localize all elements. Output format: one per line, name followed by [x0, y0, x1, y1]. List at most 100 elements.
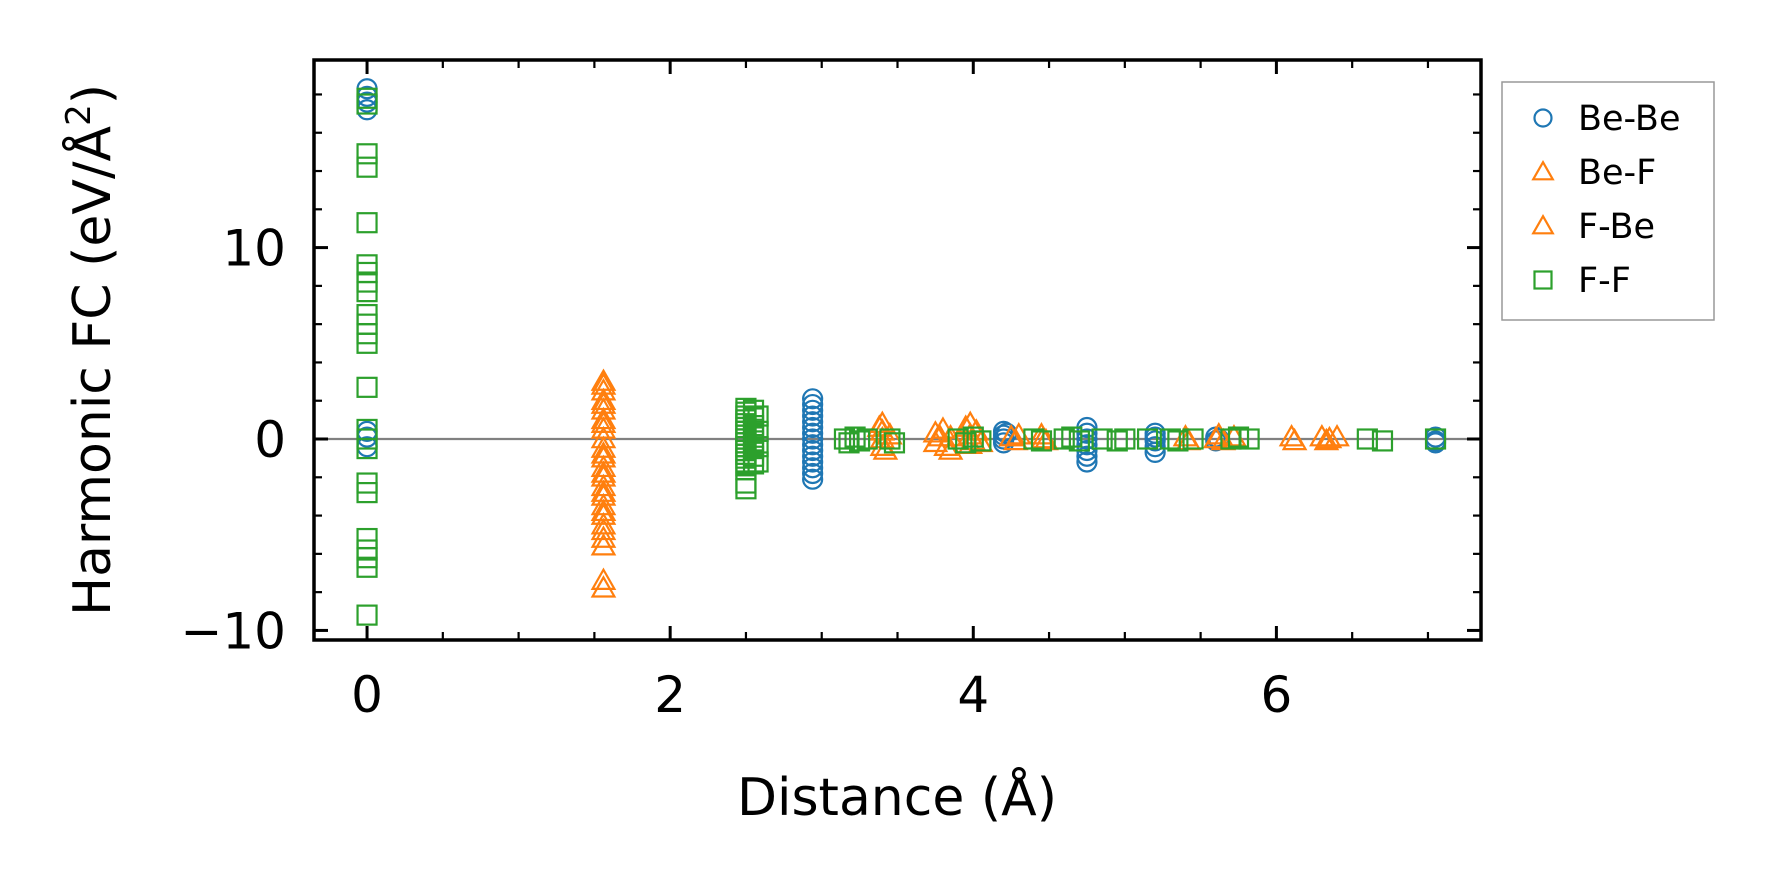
data-point — [1159, 428, 1181, 450]
data-point — [1371, 430, 1394, 452]
data-point — [844, 426, 866, 448]
y-tick-label: −10 — [180, 602, 286, 660]
data-point — [1106, 430, 1128, 452]
x-tick-label: 2 — [654, 666, 686, 724]
legend-entry: F-F — [1533, 261, 1631, 301]
data-point — [1238, 428, 1260, 450]
data-point — [879, 428, 901, 450]
legend-entry: F-Be — [1531, 207, 1655, 247]
data-point — [952, 414, 979, 437]
legend-entry: Be-F — [1531, 153, 1656, 193]
data-point — [1136, 428, 1159, 450]
legend-marker — [1533, 270, 1553, 290]
legend-marker — [1533, 108, 1553, 128]
legend-marker — [1531, 160, 1555, 181]
y-tick-label: 0 — [254, 411, 286, 469]
data-point — [1076, 445, 1098, 467]
data-point — [590, 525, 617, 548]
data-point — [356, 156, 378, 178]
data-point — [802, 405, 824, 427]
data-point — [947, 428, 969, 450]
data-point — [1144, 436, 1166, 458]
y-axis-label-suffix: ) — [63, 84, 123, 104]
data-point — [747, 405, 769, 427]
data-point — [747, 451, 769, 473]
data-point — [1182, 428, 1204, 450]
data-point — [590, 517, 617, 541]
data-point — [1068, 430, 1090, 452]
data-point — [356, 604, 378, 626]
data-point — [802, 416, 824, 439]
x-tick-label: 0 — [351, 666, 383, 724]
data-point — [802, 422, 824, 444]
data-point — [802, 457, 824, 479]
data-point — [1076, 422, 1098, 444]
data-point — [1076, 434, 1098, 456]
data-point — [970, 430, 992, 452]
data-point — [802, 399, 824, 421]
data-point — [802, 393, 824, 416]
legend-entry: Be-Be — [1533, 99, 1680, 139]
data-point — [1424, 428, 1447, 450]
data-point — [590, 567, 617, 590]
data-point — [955, 432, 977, 454]
data-point — [590, 502, 617, 525]
data-point — [802, 388, 824, 410]
legend-label: Be-Be — [1578, 99, 1680, 139]
data-point — [1324, 423, 1350, 447]
data-point — [849, 430, 871, 452]
data-point — [590, 575, 617, 598]
series-f-f — [356, 87, 1447, 626]
data-point — [1076, 428, 1098, 450]
data-point — [1167, 430, 1189, 452]
data-point — [1227, 426, 1250, 448]
data-point — [802, 439, 824, 462]
plot-area-frame — [312, 58, 1483, 642]
data-point — [856, 428, 878, 450]
data-point — [1316, 425, 1343, 449]
data-point — [866, 414, 893, 437]
y-axis-label-main: Harmonic FC (eV/Å — [61, 125, 123, 616]
data-point — [735, 478, 757, 500]
data-point — [1309, 423, 1335, 447]
y-axis-label: Harmonic FC (eV/Å2) — [59, 84, 123, 616]
data-point — [1061, 426, 1083, 448]
data-point — [356, 482, 378, 504]
data-point — [802, 428, 824, 450]
data-point — [1076, 451, 1098, 473]
data-point — [802, 445, 824, 467]
y-axis-label-superscript: 2 — [59, 104, 99, 126]
data-point — [1144, 430, 1166, 452]
legend-label: Be-F — [1578, 153, 1656, 193]
data-point — [927, 423, 953, 447]
data-point — [1281, 427, 1308, 451]
data-point — [356, 143, 378, 165]
data-point — [356, 376, 378, 398]
data-point — [802, 468, 824, 490]
legend-frame — [1501, 81, 1715, 321]
data-point — [922, 420, 949, 443]
legend-label: F-Be — [1578, 207, 1655, 247]
data-point — [356, 93, 378, 115]
x-axis-label: Distance (Å) — [737, 766, 1057, 828]
data-point — [883, 432, 906, 454]
data-points-layer — [356, 78, 1447, 626]
data-point — [356, 332, 378, 354]
tick-labels-layer: 0 2 4 6 −10 0 10 — [180, 220, 1292, 724]
data-point — [747, 436, 769, 458]
data-point — [1356, 428, 1378, 450]
data-point — [1144, 441, 1166, 464]
legend-marker — [1531, 214, 1555, 235]
data-point — [802, 411, 824, 433]
legend: Be-Be Be-F F-Be F-F — [1501, 81, 1715, 321]
data-point — [1313, 427, 1340, 451]
data-point — [590, 410, 617, 433]
data-point — [1091, 428, 1113, 450]
data-point — [802, 462, 824, 485]
data-point — [833, 428, 856, 450]
data-point — [356, 281, 378, 303]
x-tick-label: 4 — [957, 666, 989, 724]
data-point — [590, 533, 617, 556]
data-point — [356, 556, 378, 578]
data-point — [802, 451, 824, 473]
